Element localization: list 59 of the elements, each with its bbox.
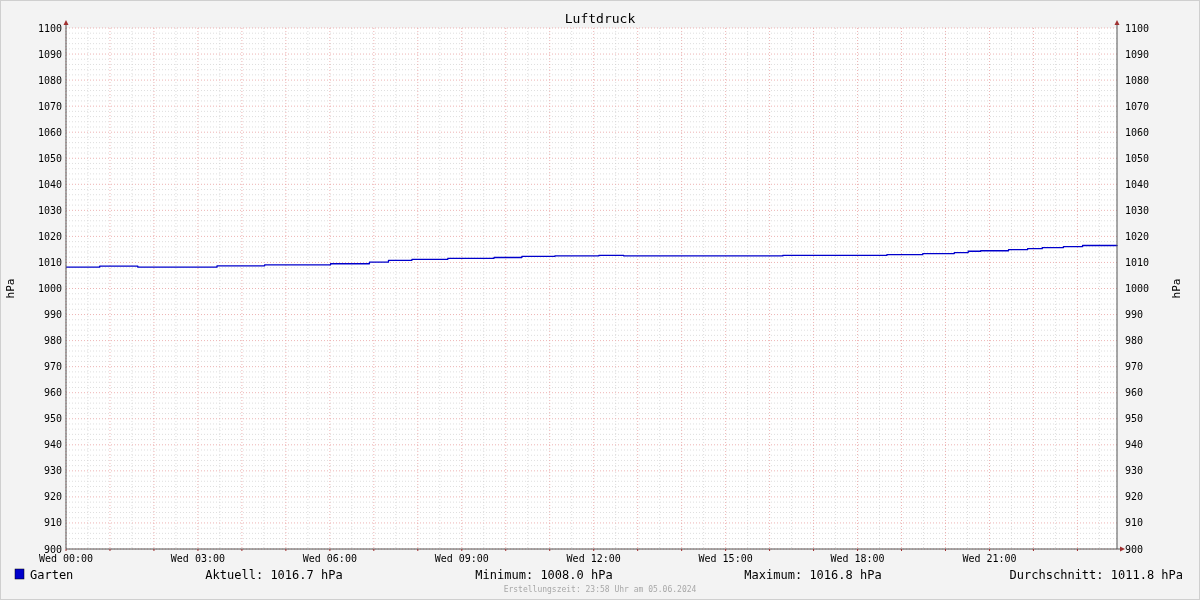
- y2-tick-label: 1070: [1125, 100, 1150, 112]
- y-tick-label: 950: [43, 413, 62, 425]
- x-tick-label: Wed 03:00: [170, 553, 226, 564]
- y2-tick-label: 1030: [1125, 204, 1150, 216]
- y-tick-label: 1070: [37, 100, 62, 112]
- y-axis-title: hPa: [4, 278, 17, 299]
- y2-tick-label: 1010: [1125, 256, 1150, 268]
- text: Durchschnitt: 1011.8 hPa: [1009, 568, 1183, 582]
- y-tick-label: 920: [43, 491, 62, 503]
- y2-tick-label: 1060: [1125, 126, 1150, 138]
- y-tick-label: 1060: [37, 126, 62, 138]
- y-tick-label: 930: [43, 465, 62, 477]
- y-tick-label: 980: [43, 335, 62, 347]
- y2-tick-label: 1040: [1125, 178, 1150, 190]
- y-tick-label: 990: [43, 309, 62, 321]
- y2-tick-label: 950: [1125, 413, 1144, 425]
- chart-title: Luftdruck: [564, 11, 636, 26]
- y2-tick-label: 970: [1125, 361, 1144, 373]
- y2-tick-label: 910: [1125, 517, 1144, 529]
- x-tick-label: Wed 12:00: [566, 553, 621, 564]
- text: Aktuell: 1016.7 hPa: [205, 568, 343, 582]
- x-tick-label: Wed 15:00: [698, 553, 753, 564]
- y-tick-label: 1010: [37, 256, 62, 268]
- y2-tick-label: 960: [1125, 387, 1144, 399]
- y-tick-label: 1020: [37, 230, 62, 242]
- text: Minimum: 1008.0 hPa: [475, 568, 613, 582]
- y-tick-label: 1030: [37, 204, 62, 216]
- y-tick-label: 910: [43, 517, 62, 529]
- y2-axis-title: hPa: [1170, 278, 1183, 299]
- y-tick-label: 1050: [37, 152, 62, 164]
- y2-tick-label: 930: [1125, 465, 1144, 477]
- x-tick-label: Wed 18:00: [830, 553, 885, 564]
- text: Maximum: 1016.8 hPa: [744, 568, 882, 582]
- y-tick-label: 900: [43, 543, 62, 555]
- x-tick-label: Wed 09:00: [434, 553, 489, 564]
- y-tick-label: 1100: [37, 22, 62, 34]
- legend-label: Garten: [30, 568, 74, 582]
- y2-tick-label: 900: [1125, 543, 1144, 555]
- x-tick-label: Wed 21:00: [962, 553, 1017, 564]
- y-tick-label: 940: [43, 439, 62, 451]
- y-tick-label: 1090: [37, 48, 62, 60]
- y2-tick-label: 940: [1125, 439, 1144, 451]
- y2-tick-label: 1100: [1125, 22, 1150, 34]
- y2-tick-label: 1080: [1125, 74, 1150, 86]
- y2-tick-label: 1020: [1125, 230, 1150, 242]
- y-tick-label: 960: [43, 387, 62, 399]
- y2-tick-label: 1090: [1125, 48, 1150, 60]
- y2-tick-label: 990: [1125, 309, 1144, 321]
- y2-tick-label: 920: [1125, 491, 1144, 503]
- y2-tick-label: 1000: [1125, 283, 1150, 294]
- y2-tick-label: 1050: [1125, 152, 1150, 164]
- y-tick-label: 1000: [37, 283, 62, 294]
- y-tick-label: 1080: [37, 74, 62, 86]
- x-tick-label: Wed 00:00: [38, 553, 94, 564]
- text: Erstellungszeit: 23:58 Uhr am 05.06.2024: [503, 585, 697, 594]
- y-tick-label: 1040: [37, 178, 62, 190]
- x-tick-label: Wed 06:00: [302, 553, 357, 564]
- y-tick-label: 970: [43, 361, 62, 373]
- y2-tick-label: 980: [1125, 335, 1144, 347]
